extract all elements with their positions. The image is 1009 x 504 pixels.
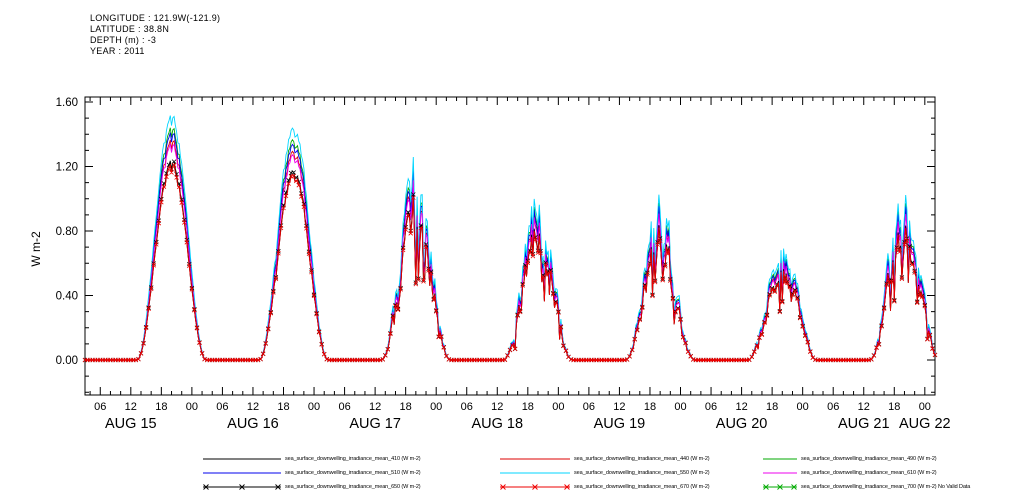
y-tick-label: 0.00 <box>56 355 78 367</box>
hour-tick-label: 06 <box>216 401 228 413</box>
day-label: AUG 17 <box>349 416 401 432</box>
legend-entry-4: sea_surface_downwelling_irradiance_mean_… <box>500 469 710 477</box>
legend-line-sample <box>500 472 570 474</box>
hour-tick-label: 00 <box>430 401 442 413</box>
legend-label: sea_surface_downwelling_irradiance_mean_… <box>285 484 421 490</box>
hour-tick-label: 00 <box>797 401 809 413</box>
day-label: AUG 21 <box>838 416 890 432</box>
legend-line-sample <box>500 458 570 460</box>
legend-line-sample <box>203 458 281 460</box>
hour-tick-label: 06 <box>338 401 350 413</box>
legend-entry-2: sea_surface_downwelling_irradiance_mean_… <box>763 455 937 463</box>
hour-tick-label: 18 <box>400 401 412 413</box>
legend-line-sample <box>203 472 281 474</box>
legend-entry-1: sea_surface_downwelling_irradiance_mean_… <box>500 455 710 463</box>
legend-label: sea_surface_downwelling_irradiance_mean_… <box>801 470 937 476</box>
hour-tick-label: 18 <box>522 401 534 413</box>
day-label: AUG 22 <box>899 416 951 432</box>
legend-entry-5: sea_surface_downwelling_irradiance_mean_… <box>763 469 937 477</box>
series-markers-7 <box>82 162 938 363</box>
series-line-0 <box>85 164 936 361</box>
series-line-4 <box>85 115 936 361</box>
series-line-6 <box>85 160 936 361</box>
series-markers-6 <box>82 159 938 363</box>
day-label: AUG 19 <box>594 416 646 432</box>
legend-label: sea_surface_downwelling_irradiance_mean_… <box>801 456 937 462</box>
legend-label: sea_surface_downwelling_irradiance_mean_… <box>574 456 710 462</box>
legend-line-sample <box>763 458 797 460</box>
hour-tick-label: 12 <box>369 401 381 413</box>
hour-tick-label: 12 <box>613 401 625 413</box>
year-line: YEAR : 2011 <box>90 46 145 56</box>
hour-tick-label: 18 <box>277 401 289 413</box>
hour-tick-label: 00 <box>674 401 686 413</box>
hour-tick-label: 18 <box>766 401 778 413</box>
legend-label: sea_surface_downwelling_irradiance_mean_… <box>574 484 710 490</box>
series-line-7 <box>85 164 936 361</box>
legend-line-sample <box>500 484 570 490</box>
hour-tick-label: 12 <box>491 401 503 413</box>
hour-tick-label: 06 <box>705 401 717 413</box>
series-line-2 <box>85 127 936 361</box>
legend-line-sample <box>203 484 281 490</box>
day-label: AUG 15 <box>105 416 157 432</box>
y-tick-label: 0.80 <box>56 226 78 238</box>
plot-metadata-header: LONGITUDE : 121.9W(-121.9) LATITUDE : 38… <box>90 13 220 57</box>
series-line-1 <box>85 139 936 361</box>
y-tick-label: 1.20 <box>56 162 78 174</box>
legend-entry-3: sea_surface_downwelling_irradiance_mean_… <box>203 469 421 477</box>
day-label: AUG 16 <box>227 416 279 432</box>
hour-tick-label: 12 <box>735 401 747 413</box>
hour-tick-label: 12 <box>125 401 137 413</box>
hour-tick-label: 18 <box>888 401 900 413</box>
legend-entry-6: sea_surface_downwelling_irradiance_mean_… <box>203 483 421 491</box>
hour-tick-label: 00 <box>308 401 320 413</box>
series-line-3 <box>85 132 936 361</box>
y-tick-label: 0.40 <box>56 291 78 303</box>
series-line-5 <box>85 143 936 361</box>
hour-tick-label: 06 <box>94 401 106 413</box>
legend-line-sample <box>763 472 797 474</box>
legend-entry-7: sea_surface_downwelling_irradiance_mean_… <box>500 483 710 491</box>
hour-tick-label: 18 <box>155 401 167 413</box>
legend-label: sea_surface_downwelling_irradiance_mean_… <box>801 484 971 490</box>
depth-line: DEPTH (m) : -3 <box>90 35 157 45</box>
hour-tick-label: 00 <box>919 401 931 413</box>
legend-label: sea_surface_downwelling_irradiance_mean_… <box>574 470 710 476</box>
legend-label: sea_surface_downwelling_irradiance_mean_… <box>285 456 421 462</box>
plot-frame <box>84 96 936 396</box>
hour-tick-label: 12 <box>247 401 259 413</box>
hour-tick-label: 06 <box>461 401 473 413</box>
hour-tick-label: 18 <box>644 401 656 413</box>
hour-tick-label: 00 <box>186 401 198 413</box>
day-label: AUG 20 <box>716 416 768 432</box>
day-label: AUG 18 <box>471 416 523 432</box>
legend-label: sea_surface_downwelling_irradiance_mean_… <box>285 470 421 476</box>
y-tick-label: 1.60 <box>56 97 78 109</box>
legend-line-sample <box>763 484 797 490</box>
hour-tick-label: 06 <box>583 401 595 413</box>
legend-entry-8: sea_surface_downwelling_irradiance_mean_… <box>763 483 970 491</box>
longitude-line: LONGITUDE : 121.9W(-121.9) <box>90 13 221 23</box>
hour-tick-label: 06 <box>827 401 839 413</box>
hour-tick-label: 00 <box>552 401 564 413</box>
hour-tick-label: 12 <box>858 401 870 413</box>
latitude-line: LATITUDE : 38.8N <box>90 24 170 34</box>
legend-entry-0: sea_surface_downwelling_irradiance_mean_… <box>203 455 421 463</box>
